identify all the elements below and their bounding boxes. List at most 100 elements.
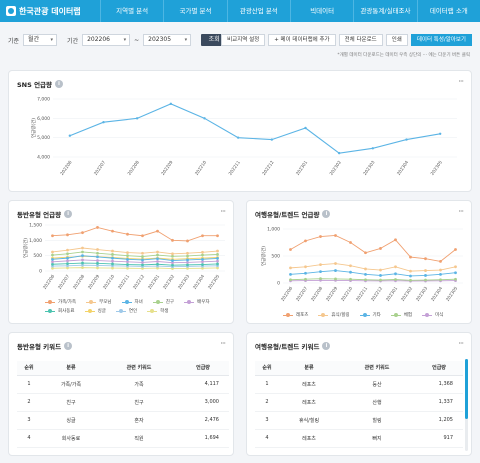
data-point: [364, 278, 367, 282]
legend-marker-icon: [359, 313, 370, 317]
y-axis-label: 언급량(건): [22, 238, 29, 258]
legend-item[interactable]: 가족/가족: [45, 299, 76, 305]
legend-item[interactable]: 기타: [359, 312, 381, 318]
app-title: 한국관광 데이터랩: [19, 6, 81, 16]
legend-item[interactable]: 연인: [115, 308, 137, 314]
data-point: [304, 239, 307, 243]
info-icon[interactable]: i: [55, 80, 64, 88]
col-rank[interactable]: 순위: [17, 361, 41, 376]
table-row[interactable]: 2 레포츠 산행 1,337: [255, 393, 463, 412]
data-point: [156, 262, 159, 266]
compare-region-button[interactable]: 비교지역 설정: [221, 34, 266, 46]
table-row[interactable]: 4 회사동료 직원 1,694: [17, 429, 229, 448]
col-count[interactable]: 언급량: [415, 361, 463, 376]
data-point: [169, 102, 173, 106]
info-icon[interactable]: i: [322, 342, 331, 350]
legend-item[interactable]: 친구: [152, 299, 174, 305]
print-button[interactable]: 인쇄: [385, 34, 408, 46]
x-tick-label: 202302: [400, 285, 414, 302]
chevron-down-icon: ▾: [184, 37, 188, 43]
data-point: [81, 231, 84, 235]
legend-item[interactable]: 휴식/힐링: [318, 312, 350, 318]
legend-item[interactable]: 레포츠: [283, 312, 308, 318]
x-tick-label: 202207: [57, 273, 71, 290]
col-count[interactable]: 언급량: [177, 361, 229, 376]
data-point: [349, 241, 352, 244]
query-button[interactable]: 조회: [201, 34, 228, 46]
add-to-datalab-button[interactable]: + 메이 데이터랩에 추가: [268, 34, 336, 46]
legend-item[interactable]: 배우자: [184, 299, 209, 305]
data-point: [201, 253, 204, 257]
legend-item[interactable]: 학생: [147, 308, 168, 314]
table-row[interactable]: 3 휴식/힐링 힐링 1,205: [255, 411, 463, 430]
data-point: [203, 117, 206, 120]
legend-marker-icon: [147, 309, 158, 313]
col-keyword[interactable]: 관련 키워드: [339, 361, 415, 376]
nav-item-industry[interactable]: 관광산업 분석: [226, 0, 290, 22]
nav-item-country[interactable]: 국가별 분석: [163, 0, 226, 22]
data-point: [81, 250, 84, 254]
nav-item-about[interactable]: 데이터랩 소개: [416, 0, 480, 22]
trend-keywords-table: 순위 분류 관련 키워드 언급량 1 레포츠 등산 1,368 2 레포츠 산행…: [255, 361, 463, 448]
info-icon[interactable]: i: [64, 342, 73, 350]
more-options-icon[interactable]: ···: [458, 339, 464, 348]
data-point: [66, 266, 69, 270]
data-point: [236, 136, 240, 139]
data-point: [68, 134, 72, 137]
col-keyword[interactable]: 관련 키워드: [101, 361, 177, 376]
cell-count: 2,476: [177, 411, 229, 430]
legend-item[interactable]: 체험: [390, 312, 412, 318]
series-line: [52, 251, 218, 258]
table-row[interactable]: 4 레포츠 뻐지 917: [255, 429, 463, 448]
basis-select[interactable]: 월간 ▾: [23, 34, 58, 46]
data-point: [171, 238, 174, 242]
info-icon[interactable]: i: [64, 210, 73, 218]
download-all-button[interactable]: 전체 다운로드: [338, 34, 383, 46]
data-point: [126, 260, 129, 264]
data-point: [141, 266, 144, 270]
more-options-icon[interactable]: ···: [458, 207, 464, 216]
table-row[interactable]: 1 레포츠 등산 1,368: [255, 375, 463, 394]
more-options-icon[interactable]: ···: [220, 339, 226, 348]
data-point: [216, 259, 219, 263]
legend-item[interactable]: 부모님: [86, 299, 112, 305]
legend-item[interactable]: 미식: [422, 312, 443, 318]
data-point: [66, 248, 69, 252]
table-row[interactable]: 1 가족/가족 가족 4,117: [17, 375, 229, 394]
period-end-select[interactable]: 202305 ▾: [143, 34, 192, 46]
data-info-button[interactable]: 데이터 특성/알아보기: [410, 34, 472, 46]
col-rank[interactable]: 순위: [255, 361, 279, 376]
data-point: [51, 250, 54, 254]
more-options-icon[interactable]: ···: [458, 77, 464, 86]
cell-count: 3,000: [177, 393, 229, 412]
data-point: [337, 151, 341, 155]
nav-item-statistics[interactable]: 관광통계/실태조사: [353, 0, 416, 22]
nav-item-region[interactable]: 지역별 분석: [100, 0, 163, 22]
col-category[interactable]: 분류: [41, 361, 101, 376]
nav-item-bigdata[interactable]: 빅데이터: [289, 0, 353, 22]
data-point: [111, 253, 114, 256]
legend-item[interactable]: 자녀: [121, 299, 143, 305]
series-line: [52, 267, 218, 269]
app-logo[interactable]: 한국관광 데이터랩: [0, 6, 100, 17]
col-category[interactable]: 분류: [279, 361, 339, 376]
legend-item[interactable]: 싱글: [84, 308, 106, 314]
legend-marker-icon: [152, 300, 163, 304]
period-start-value: 202206: [87, 36, 110, 43]
period-start-select[interactable]: 202206 ▾: [82, 34, 131, 46]
scrollbar-thumb[interactable]: [465, 359, 468, 419]
table-scrollbar[interactable]: [465, 359, 468, 451]
table-row[interactable]: 3 싱글 혼자 2,476: [17, 411, 229, 430]
data-point: [454, 248, 457, 251]
data-point: [171, 261, 174, 265]
data-point: [439, 278, 442, 282]
table-row[interactable]: 2 친구 친구 3,000: [17, 393, 229, 412]
data-point: [81, 266, 84, 270]
data-point: [141, 263, 144, 267]
info-icon[interactable]: i: [322, 210, 331, 218]
data-point: [171, 259, 174, 262]
legend-item[interactable]: 회사동료: [45, 308, 75, 314]
more-options-icon[interactable]: ···: [220, 207, 226, 216]
data-point: [201, 263, 204, 266]
data-point: [304, 271, 307, 275]
